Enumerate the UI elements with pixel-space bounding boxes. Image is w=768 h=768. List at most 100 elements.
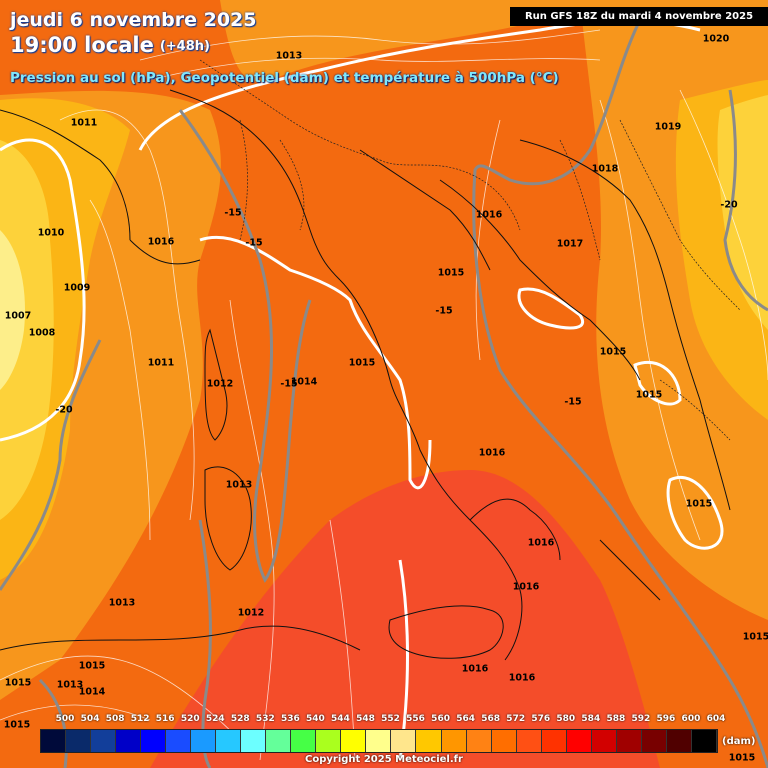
temperature-label: -15 bbox=[564, 396, 582, 408]
legend-label: 540 bbox=[306, 714, 325, 724]
country-borders bbox=[199, 59, 741, 441]
isobar-label: 1015 bbox=[728, 752, 756, 764]
forecast-time: 19:00 locale (+48h) bbox=[10, 33, 210, 57]
isobar-label: 1016 bbox=[475, 209, 503, 221]
isobar-label: 1018 bbox=[591, 163, 619, 175]
geopotential-field-580-south bbox=[150, 470, 660, 768]
legend-swatch bbox=[591, 730, 617, 752]
legend-swatch bbox=[116, 730, 142, 752]
isobar-label: 1015 bbox=[437, 267, 465, 279]
isobar-label: 1013 bbox=[108, 597, 136, 609]
isobar-label: 1015 bbox=[4, 677, 32, 689]
isobar-label: 1007 bbox=[4, 310, 32, 322]
isobar-label: 1012 bbox=[237, 607, 265, 619]
legend-label: 536 bbox=[280, 714, 300, 724]
legend-label: 600 bbox=[681, 714, 701, 724]
legend-swatch bbox=[466, 730, 492, 752]
isobar-label: 1011 bbox=[70, 117, 98, 129]
legend-swatch bbox=[666, 730, 692, 752]
isobar-label: 1017 bbox=[556, 238, 584, 250]
legend-swatch bbox=[41, 730, 67, 752]
forecast-date: jeudi 6 novembre 2025 bbox=[10, 9, 257, 31]
isobar-label: 1014 bbox=[78, 686, 106, 698]
legend-swatch bbox=[541, 730, 567, 752]
legend-label: 572 bbox=[506, 714, 526, 724]
legend-swatch bbox=[391, 730, 417, 752]
legend-label: 576 bbox=[531, 714, 551, 724]
model-run-label: Run GFS 18Z du mardi 4 novembre 2025 bbox=[510, 7, 768, 26]
legend-label: 500 bbox=[55, 714, 75, 724]
legend-label: 596 bbox=[656, 714, 676, 724]
isobar-label: 1013 bbox=[275, 50, 303, 62]
isobar-1015-lines bbox=[0, 19, 724, 761]
legend-label: 520 bbox=[180, 714, 200, 724]
legend-color-bar bbox=[40, 729, 718, 753]
legend-swatch bbox=[691, 730, 717, 752]
isobar-label: 1015 bbox=[742, 631, 768, 643]
legend-unit: (dam) bbox=[722, 736, 756, 747]
isobar-label: 1020 bbox=[702, 33, 730, 45]
isobar-label: 1015 bbox=[599, 346, 627, 358]
legend-swatch bbox=[266, 730, 292, 752]
legend-swatch bbox=[516, 730, 542, 752]
isobar-label: 1013 bbox=[56, 679, 84, 691]
legend-swatch bbox=[241, 730, 267, 752]
isobar-lines bbox=[0, 29, 768, 761]
legend-label: 592 bbox=[631, 714, 651, 724]
legend-label: 508 bbox=[105, 714, 125, 724]
legend-label: 528 bbox=[230, 714, 250, 724]
geopotential-field-564-east bbox=[717, 95, 768, 330]
legend-label: 580 bbox=[556, 714, 576, 724]
legend-label: 548 bbox=[356, 714, 375, 724]
isobar-label: 1014 bbox=[290, 376, 318, 388]
legend-swatch bbox=[641, 730, 667, 752]
isobar-label: 1019 bbox=[654, 121, 682, 133]
legend-swatch bbox=[566, 730, 592, 752]
legend-swatch bbox=[291, 730, 317, 752]
copyright-text: Copyright 2025 Meteociel.fr bbox=[305, 754, 463, 765]
legend-label: 516 bbox=[155, 714, 175, 724]
forecast-lead-time: (+48h) bbox=[159, 39, 210, 54]
legend-swatch bbox=[616, 730, 642, 752]
geopotential-legend: 500 504 508 512 516 520 524 528 532 536 540 544 548 5… bbox=[0, 712, 768, 768]
legend-swatch bbox=[341, 730, 367, 752]
isobar-label: 1016 bbox=[508, 672, 536, 684]
temperature-label: -15 bbox=[245, 237, 263, 249]
legend-swatch bbox=[441, 730, 467, 752]
isobar-label: 1015 bbox=[635, 389, 663, 401]
legend-label: 564 bbox=[456, 714, 476, 724]
isobar-label: 1013 bbox=[225, 479, 253, 491]
legend-swatch bbox=[91, 730, 117, 752]
map-subtitle: Pression au sol (hPa), Geopotentiel (dam… bbox=[10, 70, 559, 86]
temperature-label: -15 bbox=[224, 207, 242, 219]
temperature-label: -20 bbox=[55, 404, 73, 416]
legend-swatch bbox=[416, 730, 442, 752]
legend-swatch bbox=[316, 730, 342, 752]
isobar-label: 1016 bbox=[527, 537, 555, 549]
legend-swatch bbox=[366, 730, 392, 752]
isobar-label: 1015 bbox=[78, 660, 106, 672]
legend-label: 524 bbox=[205, 714, 225, 724]
forecast-time-value: 19:00 locale bbox=[10, 33, 154, 57]
legend-label: 504 bbox=[80, 714, 100, 724]
isobar-label: 1015 bbox=[3, 719, 31, 731]
isobar-label: 1010 bbox=[37, 227, 65, 239]
legend-label: 588 bbox=[606, 714, 626, 724]
temperature-label: -15 bbox=[280, 378, 298, 390]
isobar-label: 1015 bbox=[685, 498, 713, 510]
legend-swatch bbox=[141, 730, 167, 752]
isobar-label: 1009 bbox=[63, 282, 91, 294]
legend-swatch bbox=[166, 730, 192, 752]
legend-label: 604 bbox=[706, 714, 726, 724]
legend-label: 584 bbox=[581, 714, 601, 724]
legend-label: 560 bbox=[431, 714, 450, 724]
legend-label: 544 bbox=[331, 714, 350, 724]
isobar-label: 1011 bbox=[147, 357, 175, 369]
isobar-label: 1016 bbox=[478, 447, 506, 459]
legend-label: 556 bbox=[406, 714, 425, 724]
legend-swatch bbox=[66, 730, 92, 752]
temperature-label: -20 bbox=[720, 199, 738, 211]
geopotential-field-572-north bbox=[220, 0, 600, 82]
isobar-label: 1008 bbox=[28, 327, 56, 339]
